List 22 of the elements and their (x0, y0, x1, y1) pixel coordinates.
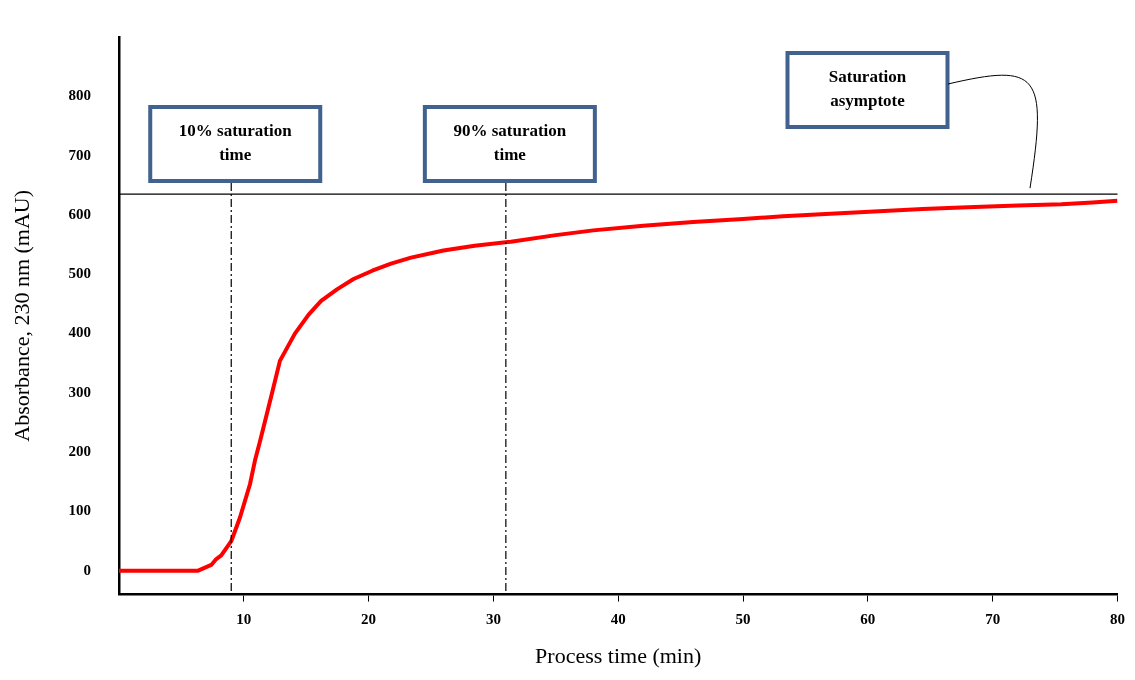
x-axis-title: Process time (min) (535, 642, 702, 668)
x-tick-label: 50 (735, 611, 751, 628)
y-tick-label: 200 (68, 443, 91, 460)
x-tick-label: 60 (860, 611, 876, 628)
y-tick-label: 800 (68, 87, 91, 104)
y-tick-label: 400 (68, 324, 91, 341)
x-tick-label: 40 (610, 611, 626, 628)
annotation: Saturation asymptote (828, 67, 907, 111)
x-tick-label: 30 (485, 611, 501, 628)
x-tick-label: 70 (985, 611, 1001, 628)
x-tick-label: 80 (1110, 611, 1125, 628)
x-tick-label: 10 (236, 611, 252, 628)
y-tick-label: 0 (83, 561, 91, 578)
ref-line-label: 90% saturation time (453, 121, 567, 165)
y-tick-label: 700 (68, 146, 91, 163)
y-tick-label: 300 (68, 383, 91, 400)
x-tick-label: 20 (361, 611, 377, 628)
ref-line-label: 10% saturation time (178, 121, 293, 165)
y-tick-label: 500 (68, 265, 91, 282)
y-tick-label: 600 (68, 205, 91, 222)
y-axis-title: Absorbance, 230 nm (mAU) (8, 189, 34, 442)
y-tick-label: 100 (68, 502, 91, 519)
